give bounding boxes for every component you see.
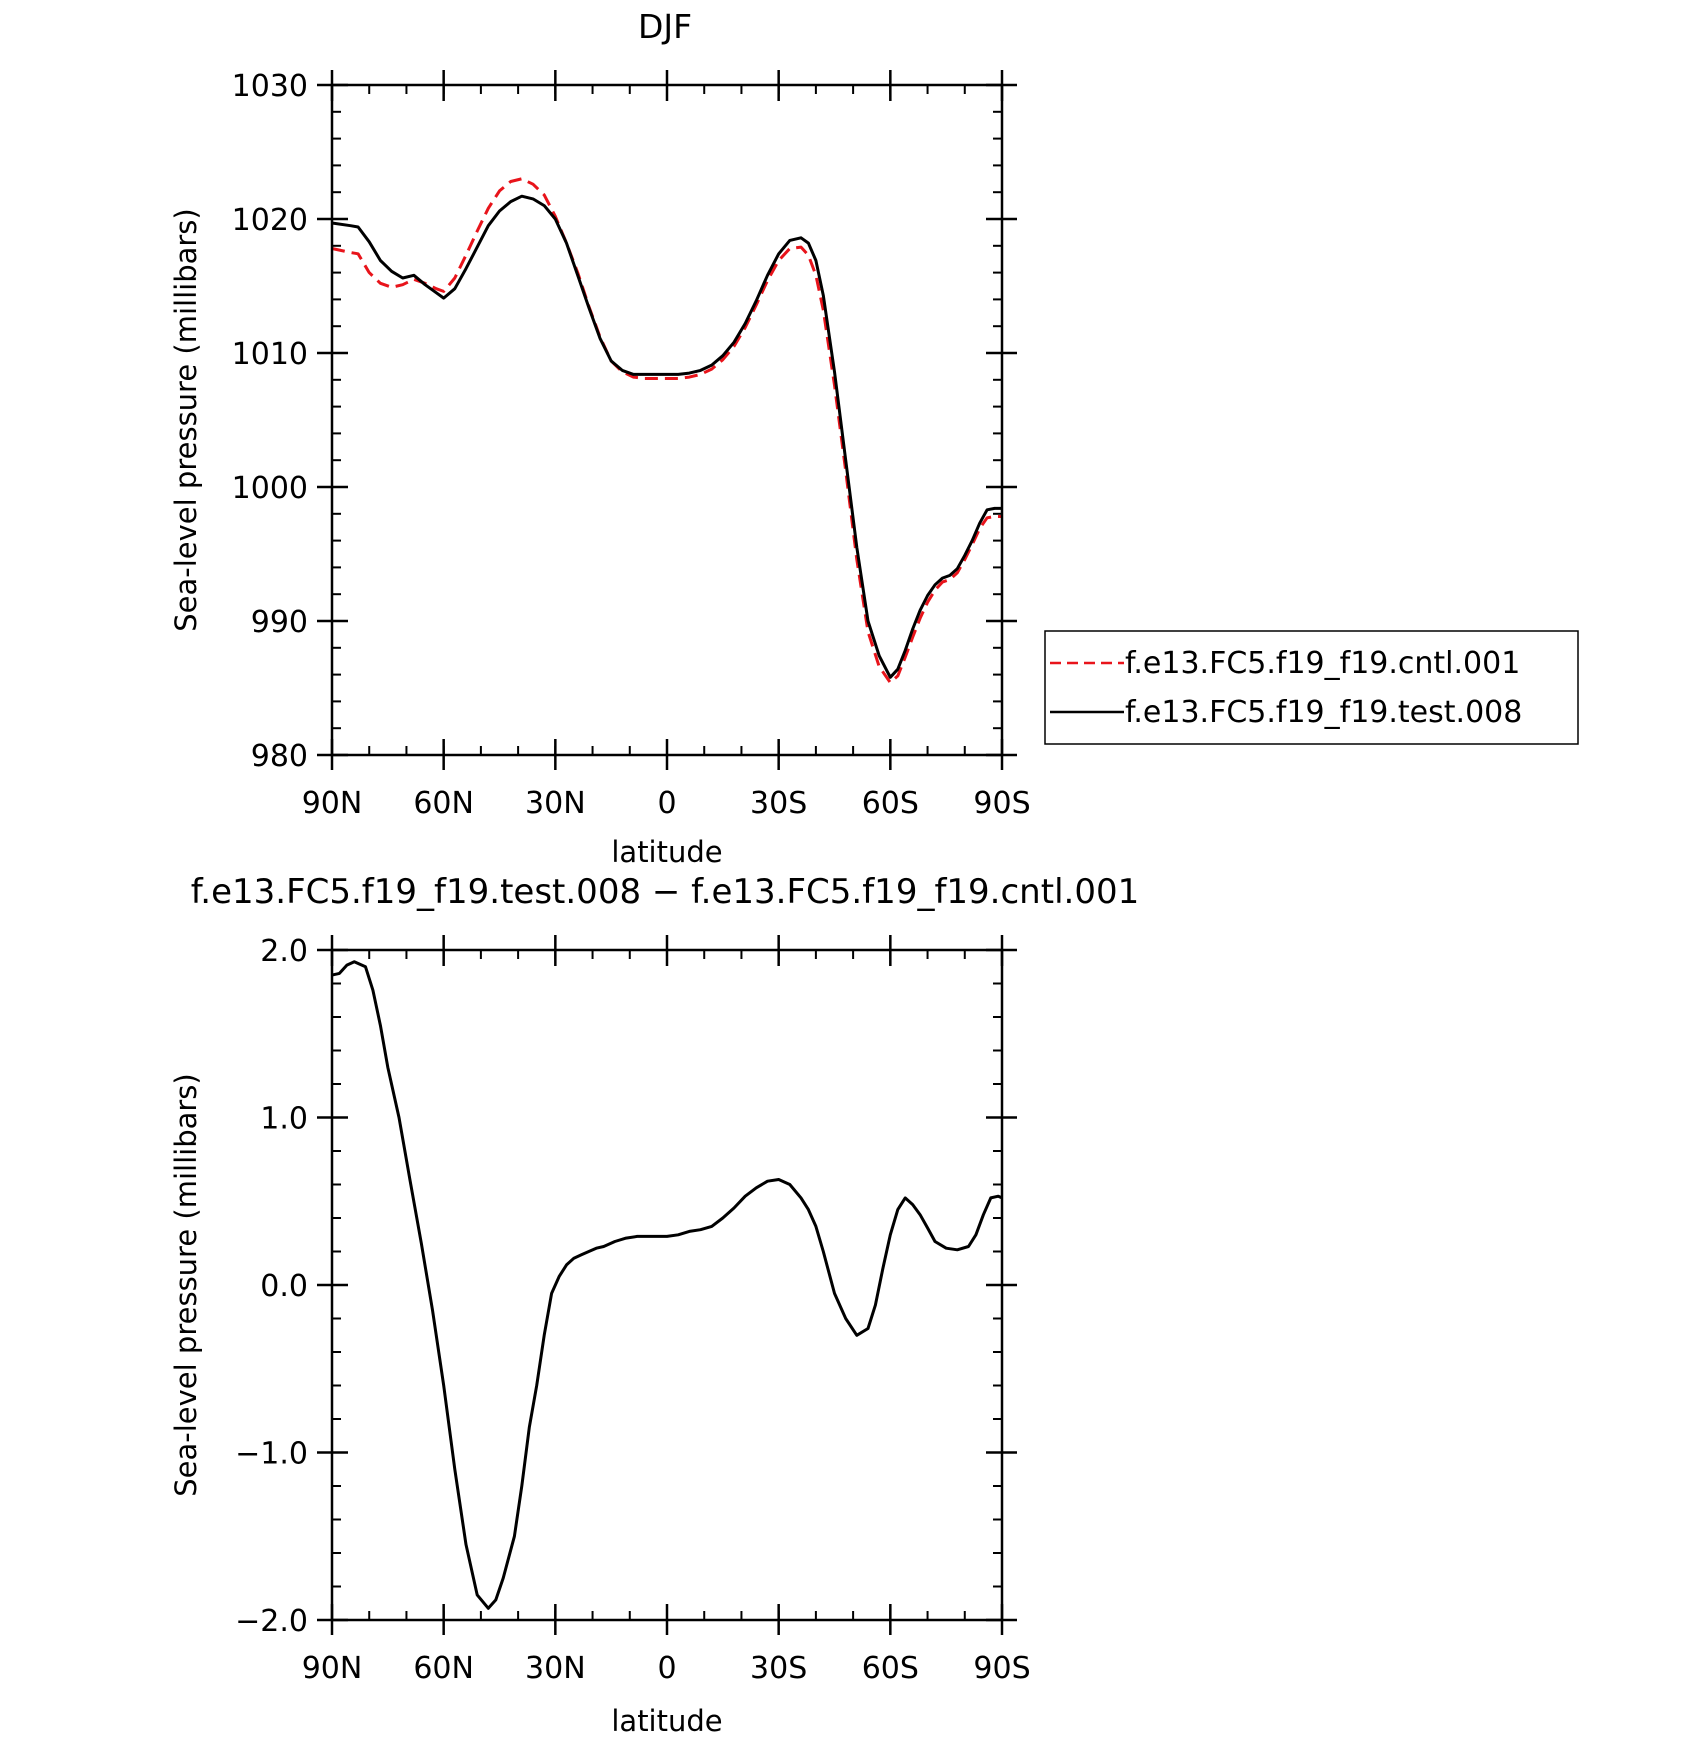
top-chart-x-tick-labels: 90N 60N 30N 0 30S 60S 90S: [302, 786, 1031, 821]
top-chart-series: [331, 177, 1002, 685]
top-chart-ticks: [317, 70, 1017, 770]
x-tick-label: 0: [657, 1651, 676, 1686]
legend-label-test: f.e13.FC5.f19_f19.test.008: [1125, 695, 1522, 730]
y-tick-label: 1.0: [260, 1102, 308, 1137]
top-chart-x-axis-label: latitude: [611, 835, 722, 869]
y-tick-label: 1020: [232, 203, 308, 238]
y-tick-label: −2.0: [235, 1604, 308, 1639]
x-tick-label: 90S: [973, 786, 1030, 821]
y-tick-label: −1.0: [235, 1437, 308, 1472]
series-line-f-e13-fc5-f19-f19-cntl-001: [331, 177, 1002, 685]
x-tick-label: 60N: [413, 1651, 474, 1686]
y-tick-label: 1030: [232, 69, 308, 104]
x-tick-label: 90N: [302, 1651, 363, 1686]
series-line-difference: [331, 960, 1003, 1610]
bottom-chart-title: f.e13.FC5.f19_f19.test.008 − f.e13.FC5.f…: [191, 872, 1139, 912]
y-tick-label: 2.0: [260, 934, 308, 969]
y-tick-label: 0.0: [260, 1269, 308, 1304]
x-tick-label: 60S: [862, 786, 919, 821]
legend-box: [1044, 630, 1579, 745]
x-tick-label: 30N: [525, 1651, 586, 1686]
y-tick-label: 1010: [232, 337, 308, 372]
bottom-chart: f.e13.FC5.f19_f19.test.008 − f.e13.FC5.f…: [169, 872, 1139, 1738]
top-chart-plot-frame: [330, 83, 1004, 757]
y-tick-label: 980: [251, 739, 308, 774]
bottom-chart-x-axis-label: latitude: [611, 1704, 722, 1738]
bottom-chart-x-tick-labels: 90N 60N 30N 0 30S 60S 90S: [302, 1651, 1031, 1686]
x-tick-label: 60N: [413, 786, 474, 821]
x-tick-label: 30S: [750, 1651, 807, 1686]
x-tick-label: 90N: [302, 786, 363, 821]
legend-label-cntl: f.e13.FC5.f19_f19.cntl.001: [1125, 646, 1520, 681]
bottom-chart-plot-frame: [330, 948, 1004, 1622]
bottom-chart-ticks: [317, 935, 1017, 1635]
bottom-chart-y-axis-label: Sea-level pressure (millibars): [169, 1073, 203, 1496]
x-tick-label: 60S: [862, 1651, 919, 1686]
x-tick-label: 30S: [750, 786, 807, 821]
series-line-f-e13-fc5-f19-f19-test-008: [331, 194, 1002, 679]
top-chart-legend: f.e13.FC5.f19_f19.cntl.001 f.e13.FC5.f19…: [1044, 630, 1579, 745]
top-chart: DJF 90N 60N 30N 0 30S 60S 90S 980 990 1000 1010 10…: [169, 7, 1579, 869]
y-tick-label: 1000: [232, 471, 308, 506]
x-tick-label: 90S: [973, 1651, 1030, 1686]
top-chart-y-axis-label: Sea-level pressure (millibars): [169, 208, 203, 631]
y-tick-label: 990: [251, 605, 308, 640]
top-chart-y-tick-labels: 980 990 1000 1010 1020 1030: [232, 69, 308, 774]
top-chart-title: DJF: [638, 7, 692, 46]
bottom-chart-series: [331, 960, 1003, 1610]
x-tick-label: 0: [657, 786, 676, 821]
bottom-chart-y-tick-labels: −2.0 −1.0 0.0 1.0 2.0: [235, 934, 308, 1639]
x-tick-label: 30N: [525, 786, 586, 821]
